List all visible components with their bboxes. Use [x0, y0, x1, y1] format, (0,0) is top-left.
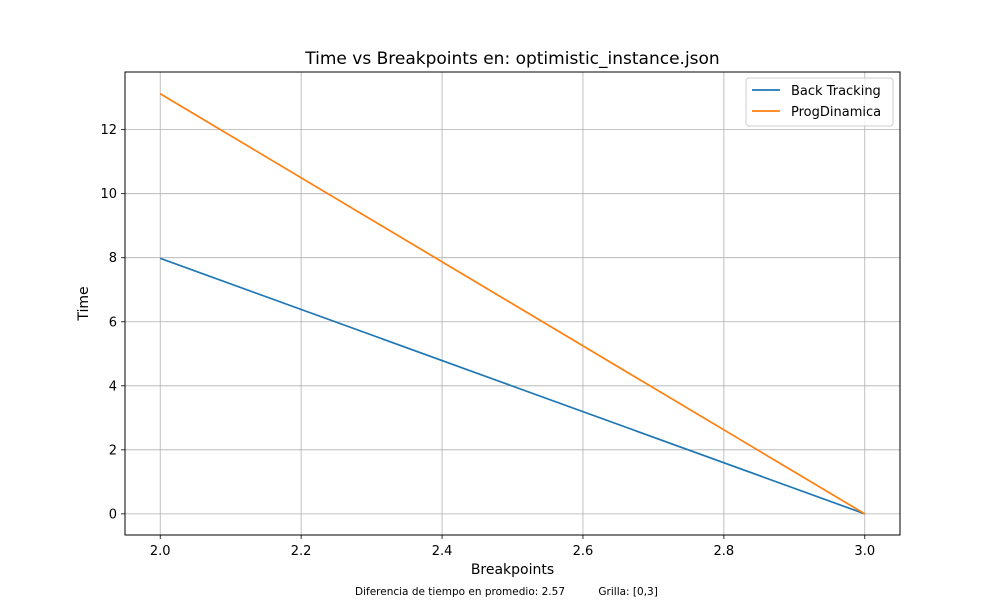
y-tick-label: 2 — [109, 443, 117, 458]
x-tick-label: 2.4 — [432, 544, 453, 559]
x-tick-label: 3.0 — [854, 544, 875, 559]
plot-frame — [124, 71, 901, 536]
y-tick-label: 0 — [109, 507, 117, 522]
y-tick-label: 4 — [109, 379, 117, 394]
legend-label-back-tracking: Back Tracking — [791, 84, 881, 99]
x-tick-label: 2.0 — [150, 544, 171, 559]
x-tick-label: 2.6 — [573, 544, 594, 559]
legend-label-progdinamica: ProgDinamica — [791, 105, 881, 120]
x-tick-label: 2.2 — [291, 544, 312, 559]
series-line-progdinamica — [159, 93, 866, 515]
y-tick-label: 12 — [100, 123, 117, 138]
legend-box — [745, 77, 894, 127]
series-line-back-tracking — [159, 257, 866, 515]
footer-grid-text: Grilla: [0,3] — [598, 586, 658, 598]
y-tick-label: 10 — [100, 187, 117, 202]
y-tick-label: 6 — [109, 315, 117, 330]
series-layer — [159, 93, 866, 515]
footer-note: Diferencia de tiempo en promedio: 2.57 G… — [355, 586, 658, 598]
y-axis-label: Time — [76, 286, 92, 321]
ticks-layer: 2.0 2.2 2.4 2.6 2.8 3.0 0 2 4 6 8 10 12 — [100, 123, 875, 559]
footer-diff-text: Diferencia de tiempo en promedio: 2.57 — [355, 586, 566, 598]
chart-title: Time vs Breakpoints en: optimistic_insta… — [304, 49, 719, 69]
legend: Back Tracking ProgDinamica — [745, 77, 894, 127]
x-axis-label: Breakpoints — [471, 562, 554, 578]
x-tick-label: 2.8 — [714, 544, 735, 559]
y-tick-label: 8 — [109, 251, 117, 266]
